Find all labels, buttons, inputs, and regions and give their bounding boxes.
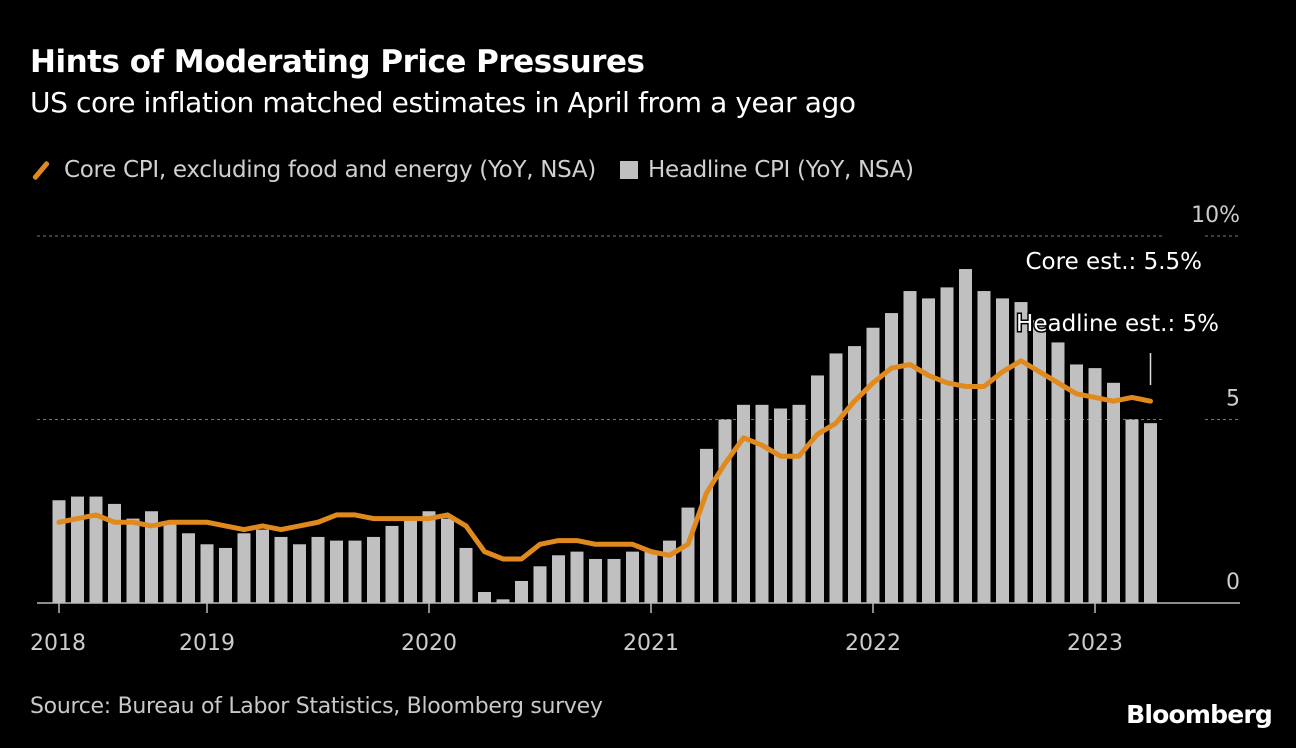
headline-bar — [644, 551, 658, 603]
headline-bar — [774, 408, 787, 603]
headline-bar — [977, 291, 991, 603]
headline-bar — [1033, 320, 1046, 603]
headline-bar — [811, 375, 824, 603]
headline-bar — [237, 533, 251, 603]
x-tick-label: 2020 — [401, 631, 457, 656]
headline-bar — [1014, 302, 1028, 603]
headline-bar — [422, 511, 436, 603]
headline-bar — [459, 547, 473, 603]
headline-bar — [163, 522, 177, 603]
y-tick-label: 5 — [1226, 387, 1240, 412]
headline-bar — [1070, 364, 1083, 603]
headline-bar — [182, 533, 195, 603]
bloomberg-logo: Bloomberg — [1126, 700, 1273, 729]
headline-bar — [219, 547, 232, 603]
headline-bar — [1088, 368, 1102, 603]
legend-headline-label: Headline CPI (YoY, NSA) — [647, 157, 914, 183]
headline-bar — [1125, 419, 1139, 603]
headline-bar — [607, 558, 621, 603]
headline-estimate-annotation: Headline est.: 5% — [1016, 311, 1219, 337]
headline-bar — [367, 536, 380, 603]
headline-bar — [589, 558, 602, 603]
headline-bar — [1107, 382, 1120, 603]
headline-bar — [496, 599, 510, 603]
headline-bar — [71, 496, 84, 603]
headline-bar — [829, 353, 843, 603]
headline-bar — [478, 591, 491, 603]
headline-bar — [755, 404, 769, 603]
headline-bar — [293, 544, 306, 603]
headline-bar — [922, 298, 935, 603]
headline-bar — [515, 580, 528, 603]
source-note: Source: Bureau of Labor Statistics, Bloo… — [30, 694, 603, 719]
headline-bar — [1051, 342, 1065, 603]
core-estimate-annotation: Core est.: 5.5% — [1026, 249, 1203, 275]
headline-bar — [52, 500, 66, 603]
headline-bar — [718, 419, 732, 603]
headline-bar — [792, 404, 806, 603]
headline-bar — [626, 551, 639, 603]
x-tick-label: 2023 — [1067, 631, 1123, 656]
headline-bar — [126, 518, 140, 603]
legend-headline-swatch — [619, 161, 638, 179]
headline-bar — [737, 404, 750, 603]
headline-bar — [108, 503, 121, 603]
headline-bar — [330, 540, 343, 603]
x-tick-label: 2022 — [845, 631, 901, 656]
headline-bar — [570, 551, 584, 603]
legend: Core CPI, excluding food and energy (YoY… — [30, 157, 914, 183]
headline-bar — [256, 529, 269, 603]
headline-bar — [533, 566, 547, 603]
headline-bar — [348, 540, 362, 603]
x-tick-label: 2021 — [623, 631, 679, 656]
headline-bar — [866, 327, 880, 603]
y-tick-label: 10% — [1191, 203, 1240, 228]
headline-bar — [441, 518, 454, 603]
headline-bar — [145, 511, 158, 603]
headline-bar — [996, 298, 1009, 603]
chart-subtitle: US core inflation matched estimates in A… — [30, 86, 856, 119]
headline-bar — [89, 496, 103, 603]
headline-bar — [274, 536, 288, 603]
headline-bar — [959, 269, 972, 603]
y-tick-label: 0 — [1226, 570, 1240, 595]
headline-bar — [885, 313, 898, 603]
chart-title: Hints of Moderating Price Pressures — [30, 44, 645, 80]
x-tick-label: 2018 — [30, 631, 86, 656]
core-cpi-line — [56, 358, 1153, 562]
headline-bar — [385, 525, 399, 603]
headline-bar — [311, 536, 325, 603]
headline-bar — [1144, 423, 1157, 603]
headline-bar — [404, 518, 417, 603]
headline-bar — [200, 544, 214, 603]
legend-core-label: Core CPI, excluding food and energy (YoY… — [64, 157, 596, 183]
headline-bar — [552, 555, 565, 603]
headline-bar — [848, 346, 861, 603]
headline-bar — [940, 287, 954, 603]
headline-bar — [681, 507, 695, 603]
headline-bar — [700, 448, 713, 603]
x-tick-label: 2019 — [179, 631, 235, 656]
headline-bar — [903, 291, 917, 603]
